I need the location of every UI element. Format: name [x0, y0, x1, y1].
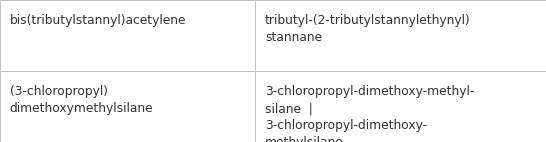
Text: 3-chloropropyl-dimethoxy-methyl-
silane  |
3-chloropropyl-dimethoxy-
methylsilan: 3-chloropropyl-dimethoxy-methyl- silane … [265, 85, 474, 142]
Text: tributyl-(2-tributylstannylethynyl)
stannane: tributyl-(2-tributylstannylethynyl) stan… [265, 14, 471, 44]
Text: (3-chloropropyl)
dimethoxymethylsilane: (3-chloropropyl) dimethoxymethylsilane [10, 85, 153, 115]
Text: bis(tributylstannyl)acetylene: bis(tributylstannyl)acetylene [10, 14, 186, 27]
